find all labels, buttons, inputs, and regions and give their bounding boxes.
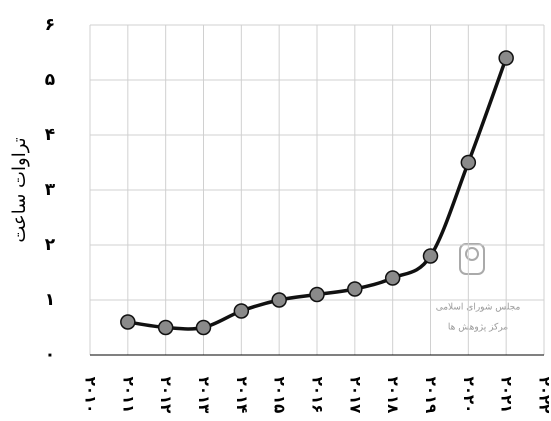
- watermark-text: مجلس شورای اسلامی: [436, 303, 521, 313]
- x-tick-label: ۲۰۲۲: [536, 377, 551, 414]
- y-axis-label: تراوات ساعت: [9, 137, 30, 242]
- marker: [384, 270, 401, 286]
- x-tick-label: ۲۰۱۴: [233, 377, 251, 414]
- x-tick-label: ۲۰۱۸: [384, 377, 402, 414]
- marker: [271, 292, 287, 308]
- watermark: مجلس شورای اسلامی مرکز پژوهش ها: [436, 243, 521, 333]
- y-tick-label: ۳: [45, 180, 56, 200]
- x-tick-label: ۲۰۲۰: [460, 377, 478, 414]
- y-tick-label: ۴: [45, 125, 55, 145]
- y-tick-label: ۰: [45, 345, 55, 365]
- marker: [309, 286, 325, 303]
- marker: [347, 281, 363, 297]
- y-tick-label: ۵: [45, 70, 55, 90]
- marker: [460, 154, 477, 171]
- marker: [157, 319, 174, 336]
- x-tick-label: ۲۰۱۲: [157, 377, 175, 414]
- watermark-logo: [459, 243, 485, 275]
- y-tick-label: ۲: [45, 235, 56, 255]
- x-tick-label: ۲۰۲۱: [498, 377, 516, 414]
- y-tick-label: ۶: [45, 15, 55, 35]
- watermark-text: مرکز پژوهش ها: [448, 323, 508, 333]
- x-tick-label: ۲۰۱۶: [309, 377, 327, 414]
- x-tick-label: ۲۰۱۳: [195, 377, 213, 414]
- marker: [498, 50, 514, 66]
- watermark-logo-circle: [465, 247, 479, 261]
- x-tick-label: ۲۰۱۹: [422, 377, 440, 414]
- marker: [233, 303, 250, 319]
- marker: [195, 319, 212, 336]
- marker: [120, 314, 136, 330]
- y-tick-label: ۱: [45, 290, 55, 310]
- marker: [422, 248, 439, 264]
- x-tick-label: ۲۰۱۱: [119, 377, 137, 414]
- x-tick-label: ۲۰۱۰: [82, 377, 100, 414]
- x-tick-label: ۲۰۱۷: [346, 377, 364, 414]
- x-tick-label: ۲۰۱۵: [271, 377, 289, 414]
